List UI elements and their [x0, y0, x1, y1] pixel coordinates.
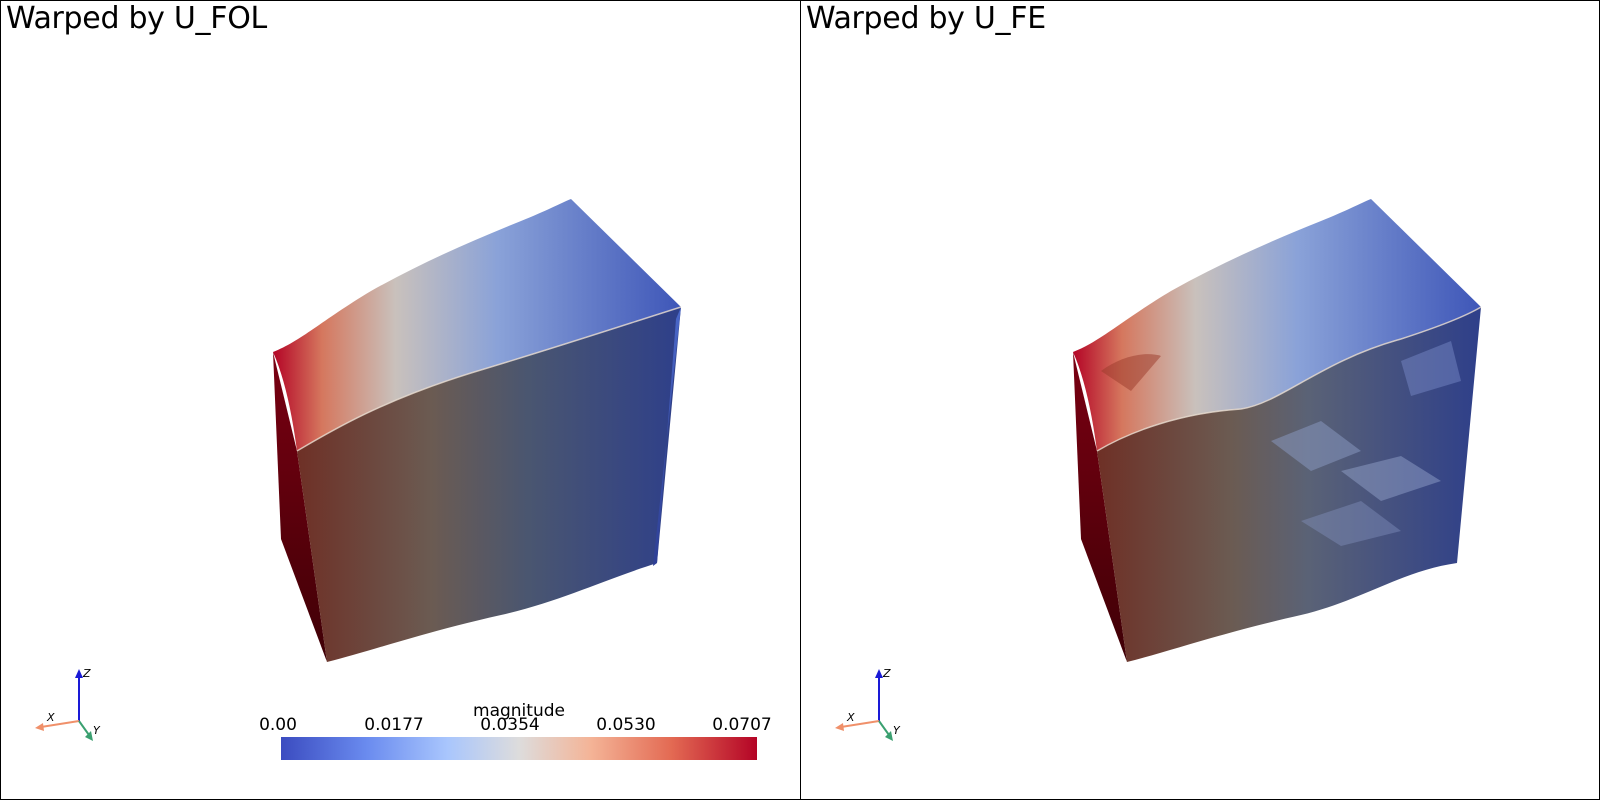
colorbar-tick: 0.0530 — [596, 715, 656, 735]
colorbar-title: magnitude — [473, 701, 565, 721]
colorbar-tick: 0.0354 — [480, 715, 540, 735]
mesh-side-face — [1073, 352, 1127, 662]
axis-y-label: Y — [93, 724, 101, 737]
viewport-title: Warped by U_FOL — [6, 1, 267, 36]
axis-y-label: Y — [893, 724, 901, 737]
orientation-axes: Z X Y — [35, 669, 101, 741]
colorbar: magnitude 0.00 0.0177 0.0354 0.0530 0.07… — [254, 701, 784, 781]
mesh-top-face — [1073, 199, 1481, 451]
axis-z-label: Z — [882, 669, 891, 680]
orientation-axes: Z X Y — [835, 669, 901, 741]
viewport-right[interactable]: Warped by U_FE — [800, 0, 1600, 800]
axis-z-label: Z — [82, 669, 91, 680]
mesh-front-face — [297, 307, 681, 662]
colorbar-gradient — [281, 737, 757, 760]
colorbar-tick: 0.0707 — [712, 715, 772, 735]
colorbar-tick: 0.0177 — [364, 715, 424, 735]
warped-mesh-render[interactable] — [1, 1, 801, 800]
colorbar-tick: 0.00 — [259, 715, 297, 735]
axis-x-label: X — [846, 711, 855, 724]
mesh-side-face — [273, 352, 327, 662]
axis-x-label: X — [46, 711, 55, 724]
warped-mesh-render[interactable] — [801, 1, 1600, 800]
mesh-front-face — [1097, 307, 1481, 662]
mesh-right-face — [653, 307, 681, 566]
viewport-left[interactable]: Warped by U_FOL — [0, 0, 801, 800]
viewport-title: Warped by U_FE — [806, 1, 1046, 36]
mesh-top-face — [273, 199, 681, 451]
